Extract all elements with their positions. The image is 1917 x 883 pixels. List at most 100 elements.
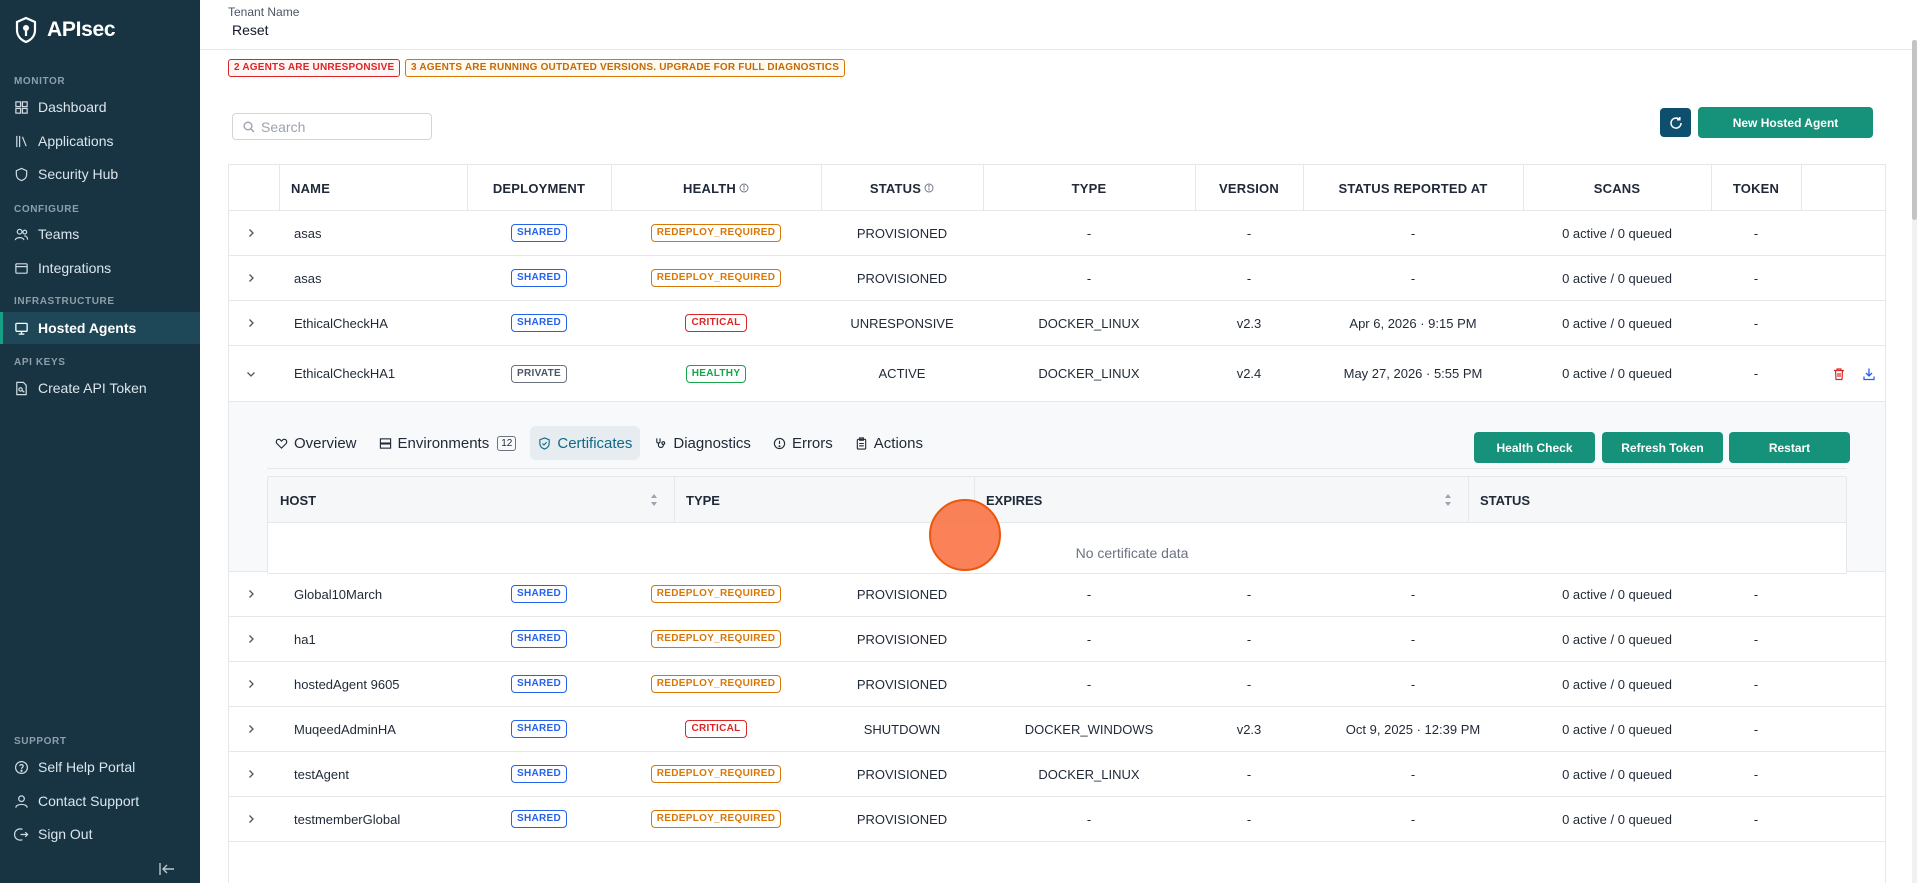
clipboard-icon	[856, 436, 867, 450]
collapse-sidebar-icon[interactable]	[158, 862, 176, 876]
type-text: -	[1086, 811, 1092, 827]
scans-text: 0 active / 0 queued	[1562, 366, 1672, 381]
health-badge: REDEPLOY_REQUIRED	[650, 675, 782, 693]
info-icon[interactable]	[739, 183, 749, 193]
topbar: Tenant Name Reset	[200, 0, 1917, 50]
col-reported[interactable]: STATUS REPORTED AT	[1338, 180, 1488, 196]
col-status[interactable]: STATUS	[821, 165, 983, 211]
sidebar-item-label: Security Hub	[38, 166, 119, 182]
table-row[interactable]: asas SHARED REDEPLOY_REQUIRED PROVISIONE…	[229, 211, 1885, 256]
table-row[interactable]: testAgent SHARED REDEPLOY_REQUIRED PROVI…	[229, 752, 1885, 797]
col-health[interactable]: HEALTH	[611, 165, 821, 211]
sidebar-item-label: Dashboard	[38, 99, 107, 115]
sidebar-item-integrations[interactable]: Integrations	[0, 252, 200, 284]
section-monitor: MONITOR	[14, 76, 66, 87]
tab-overview[interactable]: Overview	[267, 426, 365, 460]
chevron-right-icon[interactable]	[245, 678, 257, 690]
table-row[interactable]: hostedAgent 9605 SHARED REDEPLOY_REQUIRE…	[229, 662, 1885, 707]
type-text: DOCKER_LINUX	[1038, 766, 1140, 782]
table-row[interactable]: testmemberGlobal SHARED REDEPLOY_REQUIRE…	[229, 797, 1885, 842]
chevron-right-icon[interactable]	[245, 723, 257, 735]
info-icon[interactable]	[924, 183, 934, 193]
grid-icon	[15, 100, 28, 114]
table-row[interactable]: asas SHARED REDEPLOY_REQUIRED PROVISIONE…	[229, 256, 1885, 301]
status-text: PROVISIONED	[856, 586, 948, 602]
scrollbar-thumb[interactable]	[1912, 40, 1917, 220]
col-scans[interactable]: SCANS	[1593, 180, 1641, 196]
deployment-badge: SHARED	[510, 630, 568, 648]
status-text: PROVISIONED	[856, 811, 948, 827]
deployment-badge: SHARED	[510, 224, 568, 242]
reported-text: -	[1410, 631, 1416, 647]
download-icon[interactable]	[1862, 367, 1876, 381]
brand[interactable]: APIsec	[14, 16, 116, 44]
sidebar-item-teams[interactable]: Teams	[0, 218, 200, 250]
chevron-right-icon[interactable]	[245, 227, 257, 239]
agent-name: Global10March	[294, 586, 383, 602]
heart-icon	[275, 438, 288, 449]
scans-text: 0 active / 0 queued	[1562, 586, 1672, 602]
chevron-right-icon[interactable]	[245, 272, 257, 284]
col-name[interactable]: NAME	[291, 180, 331, 196]
token-text: -	[1753, 270, 1759, 286]
reported-text: -	[1410, 766, 1416, 782]
sidebar-item-label: Self Help Portal	[38, 759, 136, 775]
chevron-right-icon[interactable]	[245, 633, 257, 645]
table-row[interactable]: ha1 SHARED REDEPLOY_REQUIRED PROVISIONED…	[229, 617, 1885, 662]
sort-icon[interactable]	[1444, 493, 1452, 507]
sidebar-item-dashboard[interactable]: Dashboard	[0, 91, 200, 123]
sidebar-item-sign-out[interactable]: Sign Out	[0, 818, 200, 850]
tab-environments[interactable]: Environments 12	[371, 426, 525, 460]
refresh-button[interactable]	[1660, 108, 1691, 137]
tab-diagnostics[interactable]: Diagnostics	[646, 426, 759, 460]
section-support: SUPPORT	[14, 736, 67, 747]
chevron-right-icon[interactable]	[245, 317, 257, 329]
cert-col-status[interactable]: STATUS	[1480, 492, 1531, 508]
tab-errors[interactable]: Errors	[765, 426, 841, 460]
cert-col-expires[interactable]: EXPIRES	[986, 492, 1043, 508]
empty-state: No certificate data	[1075, 545, 1189, 561]
table-row[interactable]: MuqeedAdminHA SHARED CRITICAL SHUTDOWN D…	[229, 707, 1885, 752]
table-row[interactable]: Global10March SHARED REDEPLOY_REQUIRED P…	[229, 572, 1885, 617]
scrollbar[interactable]	[1912, 40, 1917, 883]
certificates-header: HOST TYPE EXPIRES STATUS	[268, 477, 1846, 523]
table-row-expanded[interactable]: EthicalCheckHA1 PRIVATE HEALTHY ACTIVE D…	[229, 346, 1885, 402]
col-type[interactable]: TYPE	[1071, 180, 1107, 196]
deployment-badge: SHARED	[510, 314, 568, 332]
tenant-value[interactable]: Reset	[232, 22, 269, 38]
sidebar-item-hosted-agents[interactable]: Hosted Agents	[0, 312, 200, 344]
sort-icon[interactable]	[650, 493, 658, 507]
reported-text: -	[1410, 586, 1416, 602]
health-check-button[interactable]: Health Check	[1474, 432, 1595, 463]
tab-actions[interactable]: Actions	[847, 426, 931, 460]
chevron-down-icon[interactable]	[245, 368, 257, 380]
trash-icon[interactable]	[1832, 367, 1846, 381]
sidebar-item-label: Create API Token	[38, 380, 147, 396]
col-token[interactable]: TOKEN	[1732, 180, 1780, 196]
window-icon	[15, 262, 28, 274]
sidebar-item-create-api-token[interactable]: Create API Token	[0, 372, 200, 404]
cert-col-type[interactable]: TYPE	[686, 492, 720, 508]
sidebar-item-contact-support[interactable]: Contact Support	[0, 785, 200, 817]
token-text: -	[1753, 366, 1759, 381]
status-text: UNRESPONSIVE	[850, 315, 954, 331]
cert-col-host[interactable]: HOST	[280, 492, 317, 508]
type-text: DOCKER_LINUX	[1038, 366, 1140, 381]
sidebar-item-self-help[interactable]: Self Help Portal	[0, 751, 200, 783]
col-deployment[interactable]: DEPLOYMENT	[492, 180, 586, 196]
table-row[interactable]: EthicalCheckHA SHARED CRITICAL UNRESPONS…	[229, 301, 1885, 346]
new-hosted-agent-button[interactable]: New Hosted Agent	[1698, 107, 1873, 138]
search-input[interactable]	[261, 118, 421, 135]
tab-label: Errors	[791, 434, 833, 452]
sidebar-item-applications[interactable]: Applications	[0, 125, 200, 157]
chevron-right-icon[interactable]	[245, 813, 257, 825]
chevron-right-icon[interactable]	[245, 768, 257, 780]
chevron-right-icon[interactable]	[245, 588, 257, 600]
col-version[interactable]: VERSION	[1219, 180, 1279, 196]
sidebar-item-security-hub[interactable]: Security Hub	[0, 158, 200, 190]
reported-text: -	[1410, 225, 1416, 241]
tab-certificates[interactable]: Certificates	[530, 426, 641, 460]
refresh-token-button[interactable]: Refresh Token	[1602, 432, 1723, 463]
library-icon	[16, 135, 27, 147]
restart-button[interactable]: Restart	[1729, 432, 1850, 463]
